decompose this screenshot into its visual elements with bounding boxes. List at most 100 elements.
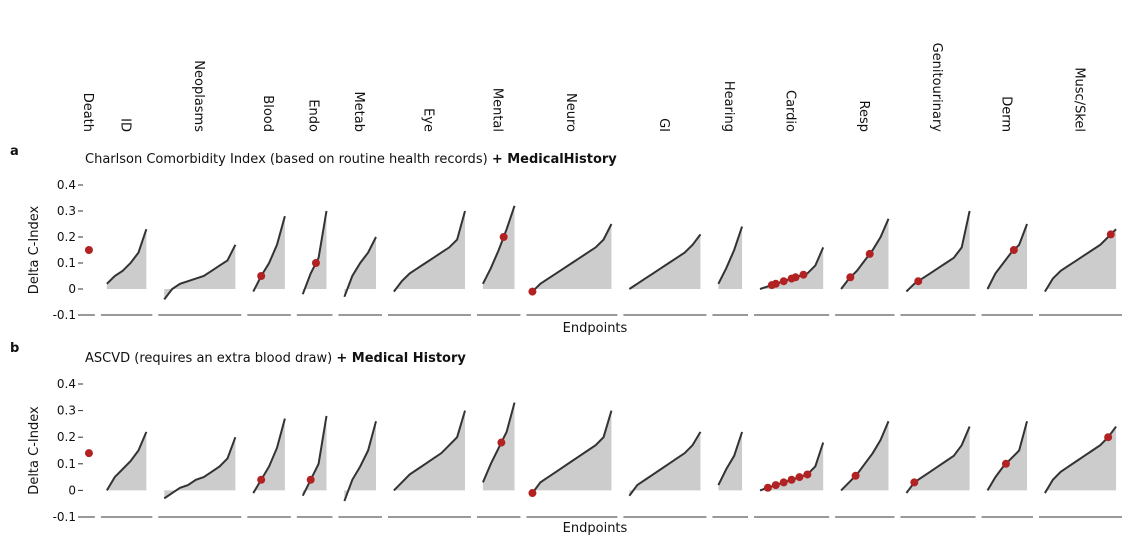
highlight-point (791, 273, 800, 282)
area (302, 415, 327, 496)
category-label: Death (80, 93, 95, 132)
y-tick-label: 0.1 (57, 457, 76, 471)
highlight-point (499, 233, 508, 241)
area (253, 216, 285, 292)
panel-title: Charlson Comorbidity Index (based on rou… (85, 152, 617, 167)
area (164, 244, 236, 300)
panel-letter: b (10, 341, 19, 356)
x-axis-label: Endpoints (563, 321, 628, 336)
curve (343, 236, 377, 298)
curve (717, 226, 744, 285)
y-tick-label: 0.4 (57, 377, 76, 391)
area (393, 410, 466, 491)
area (759, 247, 824, 289)
curve (343, 420, 377, 502)
y-tick-label: 0 (68, 282, 76, 296)
highlight-point (851, 471, 860, 480)
category-label: Cardio (783, 90, 798, 132)
y-tick-label: -0.1 (53, 308, 76, 322)
highlight-point (497, 438, 506, 447)
highlight-point (1106, 230, 1115, 239)
curve (482, 402, 516, 483)
highlight-point (795, 473, 804, 482)
curve (1044, 425, 1117, 494)
highlight-point (846, 273, 855, 282)
curve (840, 420, 890, 492)
area (1044, 426, 1117, 494)
highlight-point (914, 277, 923, 286)
area (906, 211, 970, 292)
curve (1044, 228, 1117, 293)
highlight-point (910, 478, 919, 487)
highlight-point (257, 475, 266, 484)
curve (301, 415, 328, 497)
curve (531, 223, 613, 293)
highlight-point (306, 475, 315, 484)
area (532, 410, 612, 494)
area (393, 211, 466, 292)
area (253, 418, 285, 494)
curve (986, 223, 1028, 290)
category-label: GI (656, 118, 671, 132)
category-label: Blood (260, 95, 275, 132)
category-label: Metab (351, 91, 366, 132)
y-axis-label: Delta C-Index (27, 206, 42, 295)
area (629, 431, 701, 496)
highlight-point (799, 270, 808, 279)
area (482, 402, 515, 491)
highlight-point (311, 259, 320, 267)
title-text: Charlson Comorbidity Index (based on rou… (85, 152, 488, 167)
category-label: Eye (420, 108, 435, 132)
y-tick-label: 0.3 (57, 204, 76, 218)
highlight-point (1104, 433, 1113, 442)
area (344, 237, 377, 297)
category-label: Genitourinary (929, 43, 944, 133)
curve (482, 205, 516, 285)
highlight-point (257, 272, 266, 280)
area (987, 224, 1028, 289)
y-tick-label: 0.3 (57, 404, 76, 418)
curve (106, 228, 148, 285)
y-tick-label: -0.1 (53, 510, 76, 524)
highlight-point (771, 481, 780, 490)
title-bold: + MedicalHistory (492, 152, 617, 167)
y-tick-label: 0 (68, 483, 76, 497)
highlight-point (787, 475, 796, 484)
category-label: Neoplasms (191, 60, 206, 132)
y-axis-label: Delta C-Index (27, 406, 42, 495)
area (164, 437, 236, 499)
curve (628, 431, 702, 497)
area (1044, 229, 1117, 292)
highlight-point (528, 287, 537, 296)
category-label: Musc/Skel (1071, 67, 1086, 132)
panel-title: ASCVD (requires an extra blood draw) + M… (85, 351, 466, 366)
y-tick-label: 0.2 (57, 230, 76, 244)
highlight-point (771, 279, 780, 288)
category-label: Endo (306, 99, 321, 132)
area (718, 431, 743, 491)
highlight-point (84, 449, 93, 458)
y-tick-label: 0.4 (57, 178, 76, 192)
category-label: ID (118, 118, 133, 132)
category-label: Hearing (721, 81, 736, 132)
curve (163, 244, 237, 301)
area (532, 224, 612, 292)
highlight-point (779, 478, 788, 487)
highlight-point (1009, 246, 1018, 254)
highlight-point (1001, 459, 1010, 468)
panel-letter: a (10, 144, 19, 159)
x-axis-label: Endpoints (563, 521, 628, 536)
highlight-point (865, 249, 874, 258)
curve (393, 210, 466, 293)
area (987, 421, 1028, 491)
curve (628, 233, 702, 290)
curve (717, 431, 744, 486)
category-label: Neuro (563, 93, 578, 132)
highlight-point (763, 483, 772, 492)
highlight-point (84, 246, 93, 254)
title-bold: + Medical History (336, 351, 466, 366)
area (629, 234, 701, 289)
highlight-point (803, 470, 812, 479)
highlight-point (528, 489, 537, 498)
